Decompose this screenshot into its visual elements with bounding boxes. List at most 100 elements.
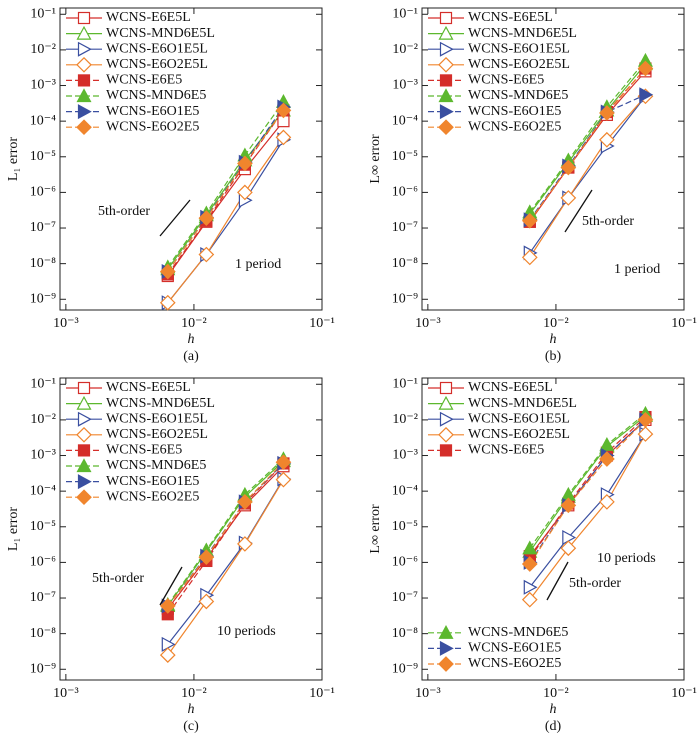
legend-marker: [438, 56, 454, 73]
legend-label: WCNS-MND6E5L: [468, 26, 577, 41]
legend-marker: [438, 25, 454, 40]
series-line: [529, 68, 646, 222]
legend-label: WCNS-E6O2E5: [106, 119, 199, 134]
x-tick-label: 10⁻²: [181, 316, 207, 331]
y-tick-label: 10⁻⁴: [392, 113, 418, 128]
data-point: [560, 190, 577, 206]
legend-marker: [439, 381, 453, 395]
data-point: [275, 129, 292, 146]
legend-marker: [76, 119, 92, 136]
legend-label: WCNS-E6E5: [468, 73, 544, 88]
data-point: [599, 131, 615, 148]
series-line: [529, 433, 646, 601]
series-line: [529, 415, 646, 553]
annotation: 1 period: [235, 257, 281, 272]
legend-label: WCNS-E6O2E5L: [106, 57, 208, 72]
reference-slope: [546, 561, 569, 601]
legend-label: WCNS-MND6E5L: [106, 26, 215, 41]
x-axis-label: h: [550, 332, 557, 347]
legend-marker: [77, 411, 92, 427]
y-tick-label: 10⁻³: [30, 448, 56, 463]
y-tick-label: 10⁻⁷: [392, 220, 418, 235]
data-point: [275, 454, 292, 471]
x-tick-label: 10⁻¹: [309, 316, 335, 331]
legend-label: WCNS-E6O2E5L: [468, 427, 570, 442]
y-tick-label: 10⁻⁵: [392, 149, 418, 164]
y-axis-label: L∞ error: [368, 134, 383, 184]
x-tick-label: 10⁻³: [53, 686, 79, 701]
series-line: [167, 110, 284, 272]
legend-label: WCNS-E6E5L: [106, 380, 191, 395]
x-axis-label: h: [188, 702, 195, 717]
y-tick-label: 10⁻⁴: [30, 113, 56, 128]
x-tick-label: 10⁻¹: [309, 686, 335, 701]
x-tick-label: 10⁻¹: [671, 686, 697, 701]
data-point: [599, 105, 615, 121]
legend-marker: [76, 56, 92, 73]
legend-marker: [76, 458, 92, 473]
data-point: [639, 87, 654, 103]
series-line: [167, 460, 284, 607]
data-point: [637, 60, 654, 77]
data-point: [237, 536, 253, 552]
panel: 10⁻³ 10⁻² 10⁻¹ 10⁻⁹ 10⁻⁸ 10⁻⁷ 10⁻⁶ 10⁻⁵ 10⁻⁴ 10⁻³…: [6, 6, 335, 364]
series-line: [167, 479, 284, 656]
series-line: [529, 95, 646, 254]
legend-marker: [439, 104, 454, 120]
y-tick-label: 10⁻⁵: [392, 519, 418, 534]
y-axis-label: L∞ error: [368, 504, 383, 554]
legend-marker: [439, 11, 453, 25]
y-tick-label: 10⁻¹: [30, 376, 56, 391]
legend-marker: [439, 444, 453, 457]
legend-marker: [438, 395, 454, 410]
legend-label: WCNS-E6O1E5L: [468, 411, 570, 426]
legend-marker: [439, 41, 454, 57]
data-point: [560, 159, 577, 176]
y-tick-label: 10⁻¹: [30, 6, 56, 21]
series-line: [167, 101, 284, 268]
legend-label: WCNS-MND6E5L: [468, 396, 577, 411]
y-tick-label: 10⁻⁹: [30, 291, 56, 306]
data-point: [198, 593, 215, 610]
series-line: [167, 458, 284, 606]
legend-label: WCNS-E6O1E5: [106, 474, 199, 489]
panel-caption: (b): [545, 349, 562, 364]
legend-marker: [76, 489, 92, 506]
data-point: [237, 494, 253, 510]
y-tick-label: 10⁻⁴: [392, 483, 418, 498]
panel: 10⁻³ 10⁻² 10⁻¹ 10⁻⁹ 10⁻⁸ 10⁻⁷ 10⁻⁶ 10⁻⁵ 10⁻⁴ 10⁻³…: [6, 376, 335, 734]
panel: 10⁻³ 10⁻² 10⁻¹ 10⁻⁹ 10⁻⁸ 10⁻⁷ 10⁻⁶ 10⁻⁵ 10⁻⁴ 10⁻³…: [368, 6, 697, 364]
y-tick-label: 10⁻⁹: [392, 661, 418, 676]
legend-marker: [77, 41, 92, 57]
x-tick-label: 10⁻³: [415, 316, 441, 331]
data-point: [637, 426, 654, 442]
y-tick-label: 10⁻¹: [392, 376, 418, 391]
data-point: [198, 210, 215, 226]
legend-marker: [76, 395, 92, 410]
data-point: [560, 540, 577, 557]
data-point: [198, 549, 215, 566]
x-tick-label: 10⁻²: [543, 686, 569, 701]
data-point: [522, 540, 538, 555]
data-point: [521, 249, 538, 266]
annotation: 10 periods: [597, 551, 656, 566]
data-point: [637, 412, 654, 428]
y-tick-label: 10⁻⁸: [30, 256, 56, 271]
legend-label: WCNS-E6O2E5: [468, 119, 561, 134]
legend-label: WCNS-E6O2E5: [106, 489, 199, 504]
y-tick-label: 10⁻²: [30, 412, 56, 427]
series-line: [529, 95, 646, 258]
legend-marker: [77, 444, 91, 457]
x-tick-label: 10⁻³: [415, 686, 441, 701]
series-line: [167, 137, 284, 304]
y-tick-label: 10⁻³: [392, 78, 418, 93]
data-point: [198, 246, 215, 263]
legend-marker: [77, 381, 91, 395]
legend-marker: [77, 104, 92, 120]
data-point: [159, 647, 176, 663]
data-point: [521, 591, 538, 608]
data-point: [159, 294, 176, 311]
x-axis-label: h: [188, 332, 195, 347]
y-tick-label: 10⁻²: [392, 42, 418, 57]
